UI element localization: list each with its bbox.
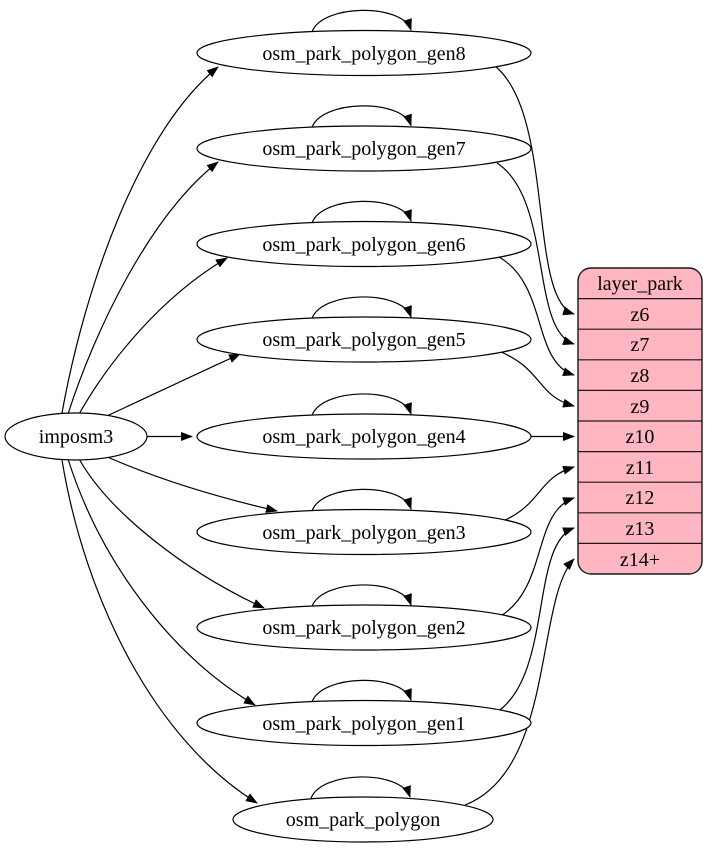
layer-row-z7: z7 (631, 334, 650, 356)
self-loop-gen8 (311, 9, 412, 33)
edge-imposm3-gen1 (67, 458, 256, 706)
gen7-label: osm_park_polygon_gen7 (262, 138, 465, 160)
gen6-ellipse (196, 220, 532, 268)
node-osm-park-polygon-gen5: osm_park_polygon_gen5 (196, 316, 532, 363)
imposm3-label: imposm3 (39, 426, 113, 448)
edge-imposm3-gen2 (77, 456, 265, 609)
edge-gen8-z6 (494, 65, 575, 316)
self-loop-gen4 (311, 393, 412, 416)
edge-imposm3-gen8 (61, 66, 219, 414)
edge-imposm3-gen3 (93, 450, 278, 513)
node-osm-park-polygon-gen4: osm_park_polygon_gen4 (196, 413, 532, 460)
self-loop-gen1 (311, 679, 412, 703)
layer-row-z9: z9 (631, 396, 650, 418)
layer-row-z12: z12 (626, 487, 655, 509)
node-osm-park-polygon-gen2: osm_park_polygon_gen2 (196, 604, 532, 651)
layer-row-z13: z13 (626, 518, 655, 540)
edge-imposm3-gen7 (67, 161, 219, 415)
node-layer-park: layer_park z6 z7 z8 z9 z10 z11 z12 z13 z… (577, 267, 703, 575)
edge-polygon-z14 (464, 558, 575, 806)
edge-gen3-z11 (500, 465, 575, 523)
edge-gen1-z13 (496, 527, 575, 713)
gen2-label: osm_park_polygon_gen2 (262, 617, 465, 639)
edge-gen2-z12 (498, 497, 575, 618)
layer-park-title: layer_park (597, 273, 683, 295)
self-loop-gen7 (311, 105, 412, 128)
gen5-ellipse (196, 316, 532, 363)
gen8-ellipse (196, 29, 532, 77)
edge-gen5-z9 (500, 351, 575, 408)
gen7-ellipse (196, 125, 532, 172)
gen4-ellipse (196, 413, 532, 460)
gen4-label: osm_park_polygon_gen4 (262, 426, 465, 448)
gen1-label: osm_park_polygon_gen1 (262, 713, 465, 735)
edge-imposm3-gen6 (77, 257, 228, 417)
node-osm-park-polygon-gen7: osm_park_polygon_gen7 (196, 125, 532, 172)
self-loop-polygon (310, 776, 411, 799)
node-osm-park-polygon-gen8: osm_park_polygon_gen8 (196, 29, 532, 77)
gen3-label: osm_park_polygon_gen3 (262, 522, 465, 544)
polygon-ellipse (232, 796, 494, 843)
imposm3-ellipse (4, 412, 148, 461)
gen3-ellipse (196, 508, 532, 556)
layer-row-z14: z14+ (620, 549, 660, 571)
self-loop-gen2 (311, 584, 412, 607)
edge-gen6-z8 (498, 256, 575, 377)
layer-row-z10: z10 (626, 426, 655, 448)
node-osm-park-polygon: osm_park_polygon (232, 796, 494, 843)
edges-from-source (61, 66, 278, 804)
layer-row-z11: z11 (626, 457, 654, 479)
self-loop-edges (310, 9, 412, 799)
gen1-ellipse (196, 699, 532, 747)
gen5-label: osm_park_polygon_gen5 (262, 329, 465, 351)
gen6-label: osm_park_polygon_gen6 (262, 234, 465, 256)
edge-imposm3-gen5 (93, 353, 241, 423)
node-imposm3: imposm3 (4, 412, 148, 461)
self-loop-gen5 (311, 296, 412, 319)
layer-row-z6: z6 (631, 304, 650, 326)
node-osm-park-polygon-gen6: osm_park_polygon_gen6 (196, 220, 532, 268)
gen2-ellipse (196, 604, 532, 651)
edge-gen7-z7 (496, 162, 575, 345)
gen8-label: osm_park_polygon_gen8 (262, 43, 465, 65)
edges-to-layer (464, 65, 575, 806)
node-osm-park-polygon-gen3: osm_park_polygon_gen3 (196, 508, 532, 556)
layer-row-z8: z8 (631, 365, 650, 387)
self-loop-gen3 (311, 488, 412, 512)
edge-imposm3-polygon (61, 459, 258, 804)
polygon-label: osm_park_polygon (286, 809, 440, 831)
node-osm-park-polygon-gen1: osm_park_polygon_gen1 (196, 699, 532, 747)
self-loop-gen6 (311, 200, 412, 224)
